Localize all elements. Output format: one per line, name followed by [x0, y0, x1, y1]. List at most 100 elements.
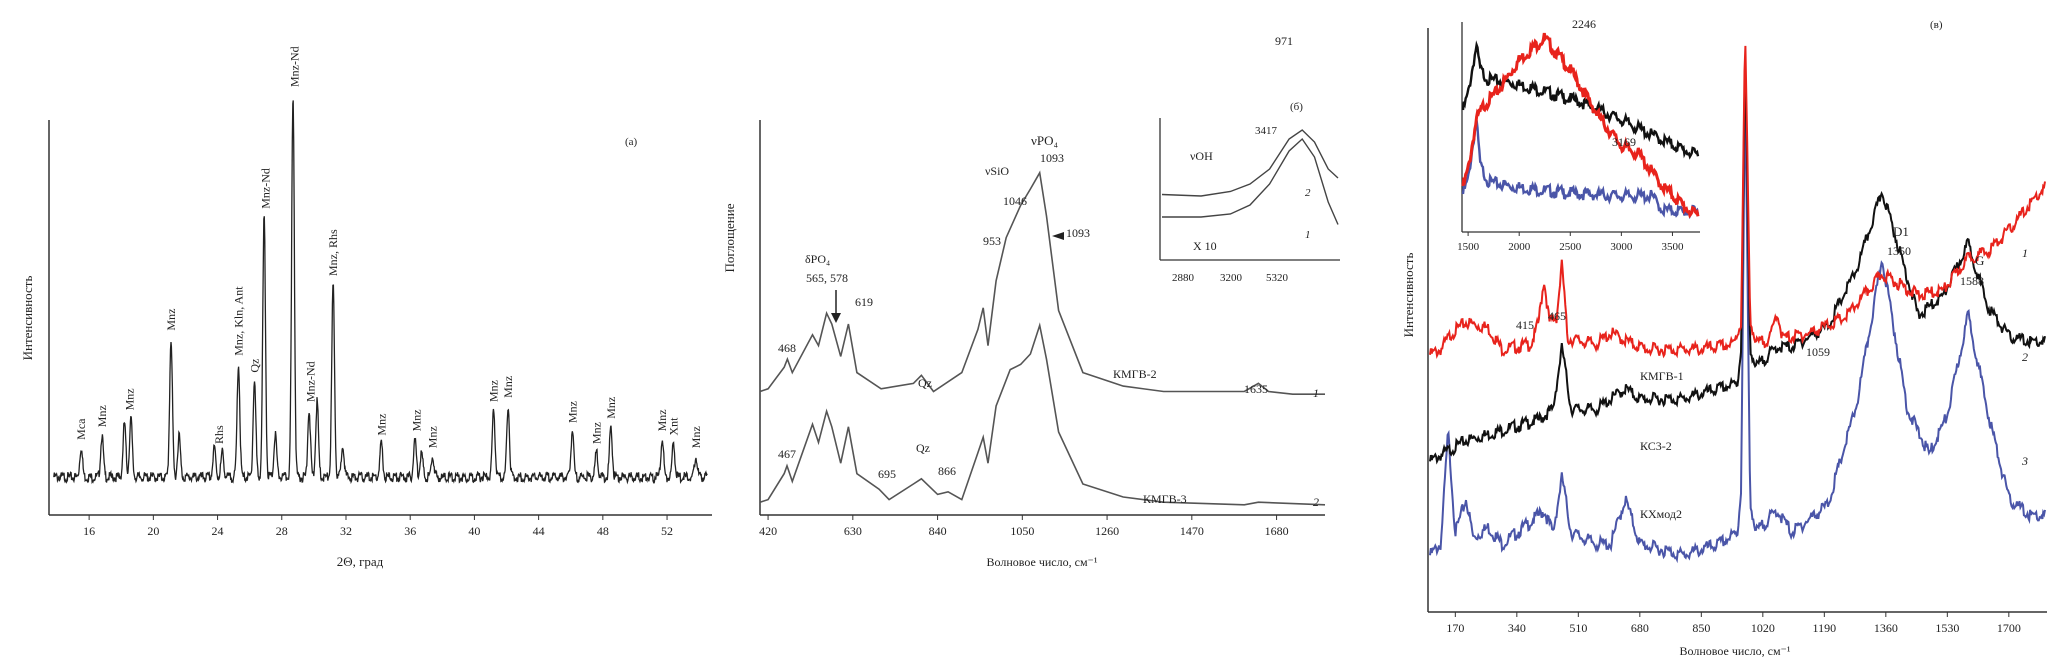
x-tick-label: 1190 — [1813, 621, 1837, 635]
x-tick-label: 48 — [597, 524, 609, 538]
panel-b-curve-kmgv2 — [759, 170, 1325, 395]
xrd-peak-label: Mnz — [589, 422, 603, 444]
x-tick-label: 1360 — [1874, 621, 1898, 635]
x-tick-label: 840 — [929, 524, 947, 538]
panel-b-peak-953: 953 — [983, 234, 1001, 248]
panel-a-x-ticks: 16 20 24 28 32 36 40 44 48 52 — [83, 515, 673, 538]
panel-b-number-2: 2 — [1313, 495, 1319, 509]
panel-b-peak-1093-lower: 1093 — [1066, 226, 1090, 240]
panel-v-peak-1588: 1588 — [1960, 274, 1984, 288]
panel-b-inset-curve-1 — [1162, 137, 1339, 225]
x-tick-label: 1530 — [1935, 621, 1959, 635]
panel-b-x-ticks: 420 630 840 1050 1260 1470 1680 — [759, 515, 1289, 538]
xrd-peak-label: Mca — [74, 418, 88, 440]
panel-a-xrd-curve — [53, 100, 708, 485]
panel-b-inset-curve-2 — [1161, 129, 1339, 197]
xrd-peak-label: Mnz, Kln, Ant — [231, 286, 245, 356]
x-tick-label: 340 — [1508, 621, 1526, 635]
inset-tick-label: 1500 — [1457, 241, 1480, 253]
x-tick-label: 1680 — [1265, 524, 1289, 538]
panel-b-y-label: Поглощение — [722, 203, 737, 272]
x-tick-label: 16 — [83, 524, 95, 538]
panel-v-curve-ks3-2 — [1429, 71, 2046, 465]
panel-v-peak-d1: D1 — [1893, 224, 1909, 239]
xrd-peak-label: Mnz-Nd — [288, 46, 302, 87]
panel-b-label-kmgv3: КМГВ-3 — [1143, 492, 1187, 506]
panel-b-inset-tick-5320: 5320 — [1266, 272, 1289, 284]
panel-a-x-label: 2Θ, град — [337, 554, 384, 569]
panel-v-inset-curve-1 — [1461, 32, 1700, 219]
x-tick-label: 850 — [1692, 621, 1710, 635]
x-tick-label: 630 — [844, 524, 862, 538]
inset-tick-label: 2500 — [1559, 241, 1582, 253]
panel-v-inset-peak-3169: 3169 — [1612, 135, 1636, 149]
xrd-peak-label: Mnz — [426, 426, 440, 448]
panel-b-peak-467: 467 — [778, 447, 796, 461]
panel-b-inset-scale: X 10 — [1193, 239, 1217, 253]
x-tick-label: 32 — [340, 524, 352, 538]
xrd-peak-label: Qz — [247, 359, 261, 373]
x-tick-label: 1470 — [1180, 524, 1204, 538]
panel-v-number-1: 1 — [2022, 246, 2028, 260]
panel-b-peak-qz-1: Qz — [918, 376, 932, 390]
panel-b-inset-number-2: 2 — [1305, 187, 1311, 199]
panel-b-number-1: 1 — [1313, 386, 1319, 400]
xrd-peak-label: Mnz-Nd — [304, 361, 318, 402]
panel-a: 16 20 24 28 32 36 40 44 48 52 McaMnzMnzMnzRhsMnz,… — [20, 46, 712, 569]
inset-tick-label: 3500 — [1661, 241, 1684, 253]
x-tick-label: 510 — [1569, 621, 1587, 635]
xrd-peak-label: Mnz — [122, 388, 136, 410]
panel-v-x-label: Волновое число, см⁻¹ — [1680, 644, 1791, 658]
panel-v-peak-971: 971 — [1275, 34, 1293, 48]
panel-v-peak-465: 465 — [1548, 309, 1566, 323]
panel-b-peak-468: 468 — [778, 341, 796, 355]
panel-v-inset-x-ticks: 1500 2000 2500 3000 3500 — [1457, 232, 1684, 253]
panel-b-inset-tick-3200: 3200 — [1220, 272, 1243, 284]
panel-v-inset-peak-2246: 2246 — [1572, 17, 1596, 31]
xrd-peak-label: Mnz, Rhs — [326, 229, 340, 276]
panel-v-label-kmgv1: КМГВ-1 — [1640, 369, 1684, 383]
panel-v-label-kxmod2: КХмод2 — [1640, 507, 1682, 521]
panel-b-label-kmgv2: КМГВ-2 — [1113, 367, 1157, 381]
panel-a-y-label: Интенсивность — [20, 276, 35, 361]
panel-b-inset-tick-2880: 2880 — [1172, 272, 1195, 284]
panel-b-arrow-1093 — [1052, 232, 1064, 240]
panel-b-inset-number-1: 1 — [1305, 229, 1311, 241]
xrd-peak-label: Mnz — [487, 380, 501, 402]
x-tick-label: 1050 — [1010, 524, 1034, 538]
x-tick-label: 44 — [533, 524, 545, 538]
panel-b-inset-voh: νOH — [1190, 149, 1213, 163]
x-tick-label: 52 — [661, 524, 673, 538]
panel-b-peak-619: 619 — [855, 295, 873, 309]
panel-b-peak-1046: 1046 — [1003, 194, 1027, 208]
panel-a-letter: (а) — [625, 136, 638, 148]
panel-b-curve-kmgv3 — [759, 322, 1326, 506]
xrd-peak-label: Mnz — [95, 405, 109, 427]
x-tick-label: 1260 — [1095, 524, 1119, 538]
panel-b-peak-695: 695 — [878, 467, 896, 481]
panel-v: 170 340 510 680 850 1020 1190 1360 1530 1700 971 … — [1275, 17, 2047, 658]
xrd-peak-label: Mnz — [604, 397, 618, 419]
panel-b-inset: (б) νOH 3417 X 10 2 1 2880 3200 5320 — [1159, 101, 1340, 284]
inset-tick-label: 2000 — [1508, 241, 1531, 253]
panel-b-arrow-565-head — [831, 313, 841, 323]
panel-b-peak-1093-top: 1093 — [1040, 151, 1064, 165]
x-tick-label: 1700 — [1997, 621, 2021, 635]
panel-v-label-ks3-2: КС3-2 — [1640, 439, 1672, 453]
panel-b-peak-qz-2: Qz — [916, 441, 930, 455]
panel-b-x-label: Волновое число, см⁻¹ — [987, 555, 1098, 569]
panel-b-peak-vpo4: νPO₄ — [1031, 133, 1058, 148]
panel-b-peak-565-578: 565, 578 — [806, 271, 848, 285]
panel-b-inset-peak-3417: 3417 — [1255, 125, 1278, 137]
xrd-peak-label: Mnz — [374, 414, 388, 436]
panel-v-y-label: Интенсивность — [1401, 253, 1416, 338]
panel-v-letter: (в) — [1930, 19, 1943, 31]
panel-v-inset-curve-2 — [1461, 40, 1700, 160]
x-tick-label: 170 — [1446, 621, 1464, 635]
x-tick-label: 680 — [1631, 621, 1649, 635]
panel-b-peak-dpo4: δPO₄ — [805, 252, 830, 266]
x-tick-label: 1020 — [1751, 621, 1775, 635]
panel-v-number-2: 2 — [2022, 350, 2028, 364]
